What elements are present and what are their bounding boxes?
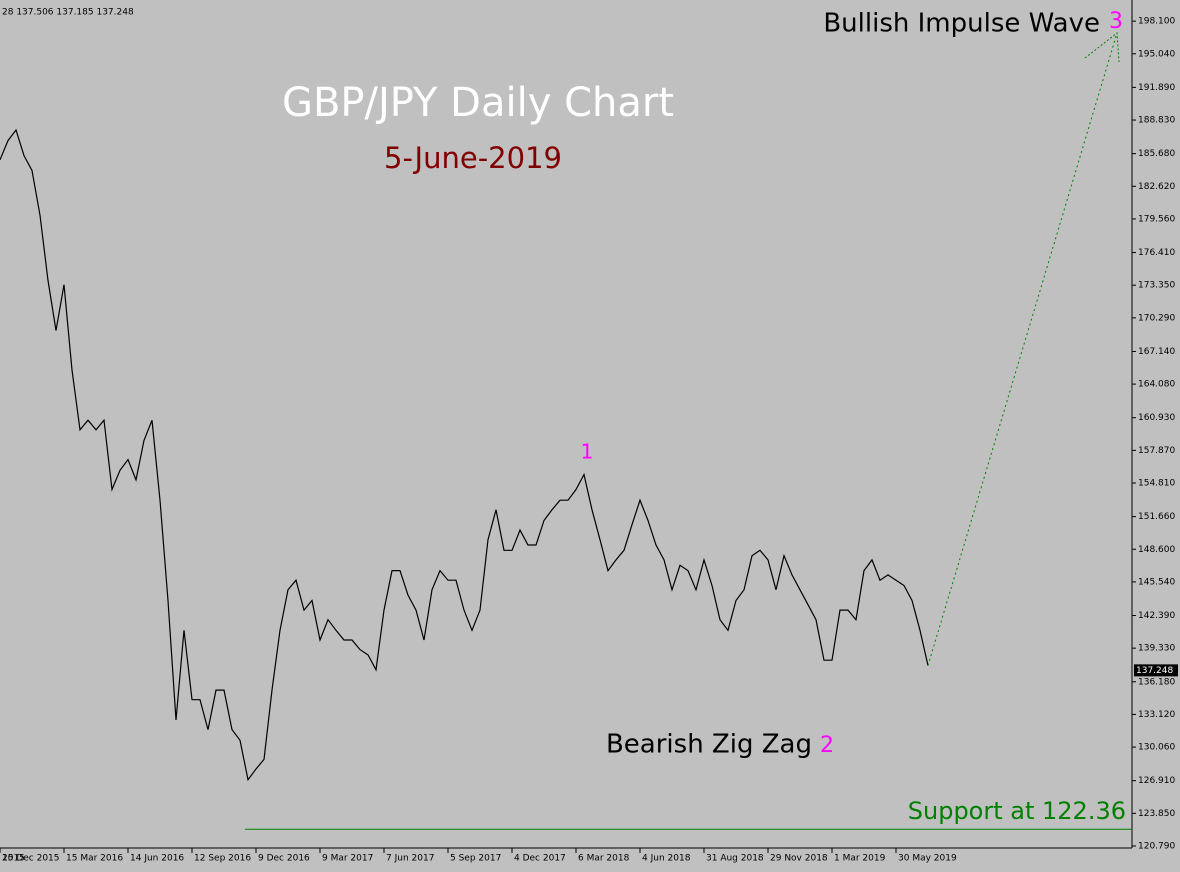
y-tick-label: 195.040 [1138,49,1175,59]
projection-arrow [1084,32,1120,63]
y-tick-label: 123.850 [1138,809,1175,819]
y-tick-label: 148.600 [1138,545,1175,555]
current-price-box [1134,664,1178,677]
y-tick-label: 133.120 [1138,710,1175,720]
x-tick-label: 5 Sep 2017 [450,854,501,864]
x-tick-label: 12 Sep 2016 [194,854,251,864]
wave-label: 3 [1109,9,1123,34]
x-tick-label: 30 May 2019 [898,854,957,864]
y-tick-label: 179.560 [1138,214,1175,224]
y-tick-label: 160.930 [1138,413,1175,423]
y-tick-label: 154.810 [1138,479,1175,489]
x-tick-label: 1 Mar 2019 [834,854,886,864]
y-tick-label: 136.180 [1138,677,1175,687]
y-tick-label: 198.100 [1138,17,1175,27]
y-tick-label: 188.830 [1138,116,1175,126]
y-tick-label: 120.790 [1138,841,1175,851]
y-tick-label: 173.350 [1138,281,1175,291]
y-tick-label: 167.140 [1138,347,1175,357]
projection-line [927,32,1118,666]
x-tick-label: 31 Aug 2018 [706,854,764,864]
y-tick-label: 126.910 [1138,776,1175,786]
annotation: Bullish Impulse Wave [823,9,1100,39]
x-tick-label: 15 Mar 2016 [66,854,123,864]
x-tick-label: 14 Jun 2016 [130,854,184,864]
x-tick-label: 4 Jun 2018 [642,854,691,864]
price-line [0,128,929,782]
x-tick-label: 15 Dec 2015 [2,854,60,864]
annotation: Bearish Zig Zag [606,730,812,760]
y-tick-label: 182.620 [1138,182,1175,192]
chart-subtitle: 5-June-2019 [384,141,562,175]
current-price-label: 137.248 [1136,666,1173,676]
y-tick-label: 191.890 [1138,83,1175,93]
x-tick-label: 4 Dec 2017 [514,854,566,864]
y-tick-label: 139.330 [1138,644,1175,654]
wave-label: 2 [820,733,834,758]
x-tick-label: 9 Mar 2017 [322,854,373,864]
y-tick-label: 151.660 [1138,512,1175,522]
x-tick-label: 2015 [2,854,25,864]
y-tick-label: 145.540 [1138,577,1175,587]
wave-label: 1 [581,440,594,464]
y-tick-label: 142.390 [1138,611,1175,621]
x-tick-label: 7 Jun 2017 [386,854,434,864]
y-tick-label: 170.290 [1138,313,1175,323]
x-tick-label: 29 Nov 2018 [770,854,828,864]
y-tick-label: 164.080 [1138,380,1175,390]
x-tick-label: 9 Dec 2016 [258,854,310,864]
chart-title: GBP/JPY Daily Chart [282,80,674,126]
y-tick-label: 130.060 [1138,743,1175,753]
ohlc-header: 28 137.506 137.185 137.248 [2,8,134,18]
x-tick-label: 6 Mar 2018 [578,854,630,864]
support-label: Support at 122.36 [908,797,1126,825]
y-tick-label: 176.410 [1138,248,1175,258]
y-tick-label: 157.870 [1138,446,1175,456]
y-tick-label: 185.680 [1138,149,1175,159]
